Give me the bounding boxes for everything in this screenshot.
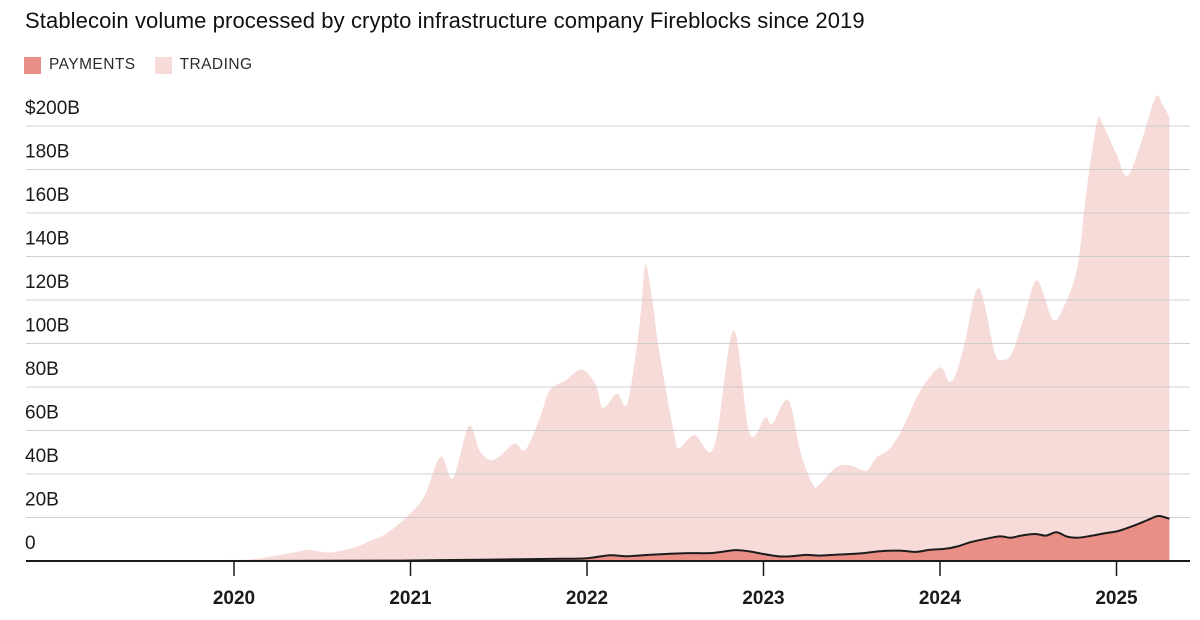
y-tick-label: 120B [25, 272, 69, 293]
y-tick-label: 80B [25, 359, 59, 380]
x-tick-label: 2022 [566, 588, 608, 609]
y-tick-label: 180B [25, 142, 69, 163]
trading-area [57, 95, 1170, 561]
y-tick-label: 60B [25, 403, 59, 424]
legend-label-trading: TRADING [179, 56, 253, 73]
legend-label-payments: PAYMENTS [49, 56, 136, 73]
y-tick-label: 20B [25, 490, 59, 511]
y-tick-label: 0 [25, 533, 36, 554]
y-tick-label: 100B [25, 316, 69, 337]
payments-line [233, 515, 1170, 562]
x-tick-label: 2020 [213, 588, 255, 609]
legend-item-payments: PAYMENTS [24, 56, 136, 74]
chart-title: Stablecoin volume processed by crypto in… [25, 8, 865, 33]
y-tick-label: 40B [25, 446, 59, 467]
trading-swatch-icon [154, 56, 172, 74]
x-tick-label: 2023 [742, 588, 784, 609]
y-tick-label: 160B [25, 185, 69, 206]
x-tick-label: 2021 [389, 588, 432, 609]
x-tick-label: 2024 [919, 588, 962, 609]
y-tick-label: $200B [25, 98, 80, 119]
y-tick-label: 140B [25, 229, 69, 250]
chart-legend: PAYMENTS TRADING [24, 56, 252, 74]
x-tick-label: 2025 [1095, 588, 1138, 609]
legend-item-trading: TRADING [154, 56, 253, 74]
payments-swatch-icon [24, 56, 41, 74]
